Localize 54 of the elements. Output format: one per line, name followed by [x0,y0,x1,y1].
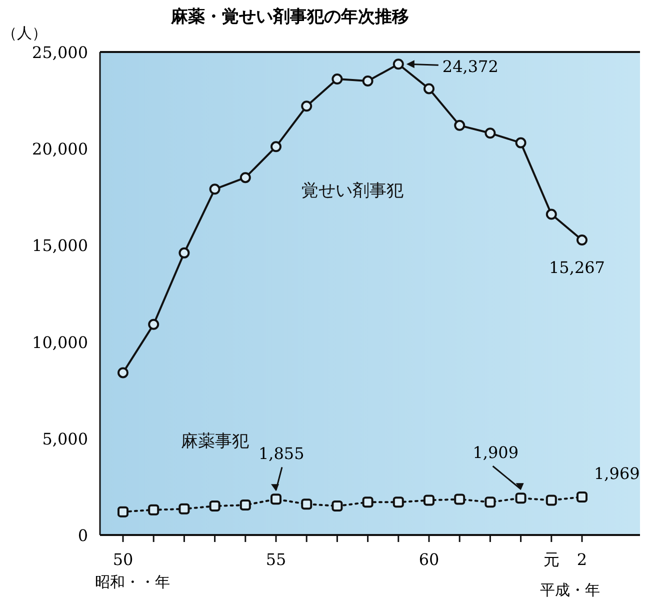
x-tick-label: 55 [266,550,286,569]
text: 平成・年 [540,581,600,599]
data-label: 1,909 [472,443,519,462]
point [148,504,160,516]
point [270,494,282,505]
point [118,506,128,518]
x-tick-label: 2 [576,550,588,569]
text: 覚せい剤事犯 [302,180,404,201]
point [178,247,190,258]
point [546,208,557,220]
point [454,494,466,505]
y-tick-label: 5,000 [42,429,88,448]
y-tick-label: 25,000 [32,43,88,62]
y-tick-label: 15,000 [32,236,88,256]
data-label: 1,969 [594,464,640,483]
chart-title: 麻薬・覚せい剤事犯の年次推移 [170,7,409,27]
point [118,367,128,378]
point [332,74,343,85]
data-label: 15,267 [549,258,605,278]
y-tick-label: 0 [78,526,88,545]
point [515,492,526,504]
point [270,141,282,152]
point [209,500,220,512]
point [576,491,588,502]
point [362,496,374,508]
point [484,496,496,508]
point [362,75,374,86]
point [392,496,404,508]
x-tick-label: 50 [112,550,134,569]
point [301,498,312,510]
point [515,137,526,148]
point [484,128,496,139]
point [392,58,404,70]
point [240,500,251,511]
point [424,83,434,94]
point [454,120,466,131]
data-label: 24,372 [442,57,498,76]
x-tick-label: 60 [418,550,440,569]
point [546,494,557,506]
x-tick-label: 元 [543,550,560,569]
point [332,500,343,512]
point [576,234,588,246]
point [178,503,190,514]
text: 麻薬事犯 [180,432,249,452]
y-tick-label: 10,000 [32,332,88,352]
point [424,494,434,506]
point [209,184,220,195]
point [148,318,160,330]
point [301,100,312,112]
x-axis-title: 昭和・・年 [95,573,170,591]
point [240,172,251,184]
y-tick-label: 20,000 [32,140,88,159]
data-label: 1,855 [258,444,304,464]
y-axis-title: （人） [2,24,47,42]
